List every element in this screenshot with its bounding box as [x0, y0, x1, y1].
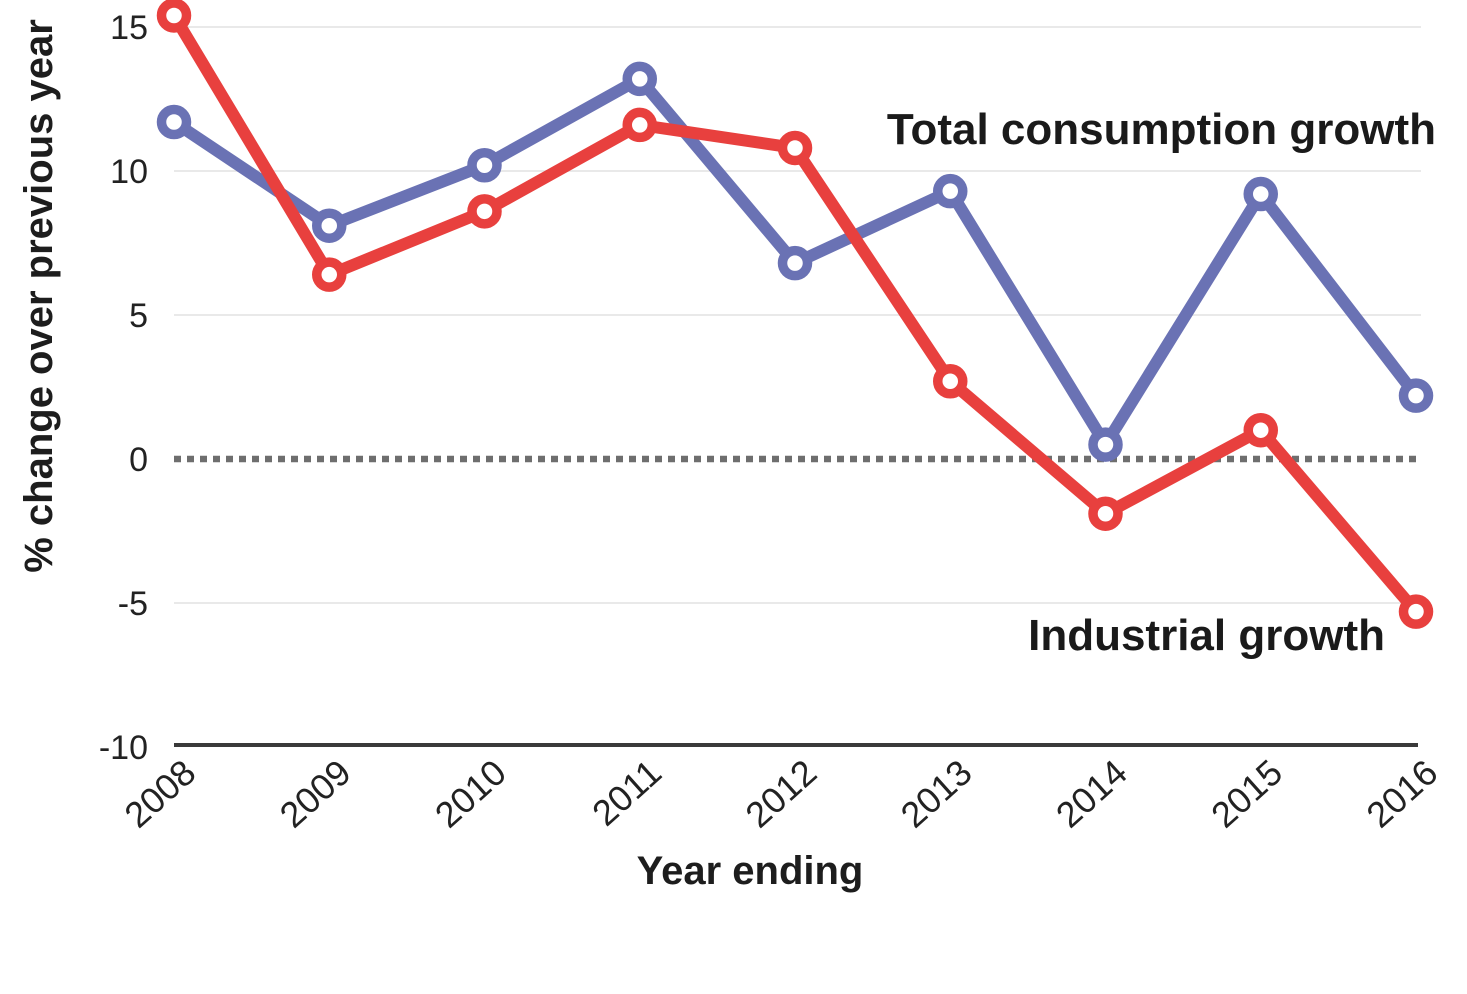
series-label-industrial-growth: Industrial growth — [1028, 611, 1385, 660]
y-tick-label--10: -10 — [99, 729, 148, 767]
y-tick-label--5: -5 — [118, 585, 148, 623]
marker-industrial-growth-2012 — [777, 130, 813, 166]
marker-total-consumption-growth-2009 — [312, 208, 347, 243]
marker-total-consumption-growth-2016 — [1398, 378, 1434, 413]
x-tick-label-2012: 2012 — [737, 751, 824, 835]
marker-total-consumption-growth-2015 — [1243, 176, 1278, 212]
y-axis-title: % change over previous year — [17, 19, 61, 573]
y-tick-label-10: 10 — [110, 153, 148, 191]
x-tick-label-2015: 2015 — [1203, 751, 1290, 835]
y-tick-label-5: 5 — [129, 297, 148, 335]
series-label-total-consumption-growth: Total consumption growth — [887, 105, 1436, 154]
marker-industrial-growth-2014 — [1088, 496, 1123, 531]
x-tick-label-2014: 2014 — [1048, 751, 1135, 835]
marker-total-consumption-growth-2013 — [933, 173, 968, 209]
y-tick-label-15: 15 — [110, 9, 148, 47]
marker-industrial-growth-2016 — [1398, 594, 1434, 629]
marker-industrial-growth-2010 — [467, 194, 502, 229]
x-tick-label-2010: 2010 — [427, 751, 514, 835]
grid-layer — [174, 26, 1421, 747]
series-layer — [156, 0, 1434, 629]
marker-industrial-growth-2008 — [156, 0, 192, 33]
marker-industrial-growth-2009 — [312, 257, 347, 292]
marker-total-consumption-growth-2014 — [1088, 427, 1123, 462]
marker-industrial-growth-2015 — [1243, 412, 1278, 448]
marker-total-consumption-growth-2011 — [622, 61, 657, 97]
marker-industrial-growth-2013 — [933, 363, 968, 399]
x-tick-label-2013: 2013 — [893, 751, 980, 835]
marker-total-consumption-growth-2008 — [156, 104, 192, 140]
x-tick-label-2011: 2011 — [584, 751, 669, 833]
marker-industrial-growth-2011 — [622, 107, 657, 143]
x-axis-title: Year ending — [637, 849, 864, 893]
x-tick-label-2016: 2016 — [1358, 751, 1445, 835]
marker-total-consumption-growth-2012 — [777, 245, 813, 281]
x-tick-label-2009: 2009 — [272, 751, 359, 835]
y-tick-label-0: 0 — [129, 441, 148, 479]
marker-total-consumption-growth-2010 — [467, 147, 502, 183]
